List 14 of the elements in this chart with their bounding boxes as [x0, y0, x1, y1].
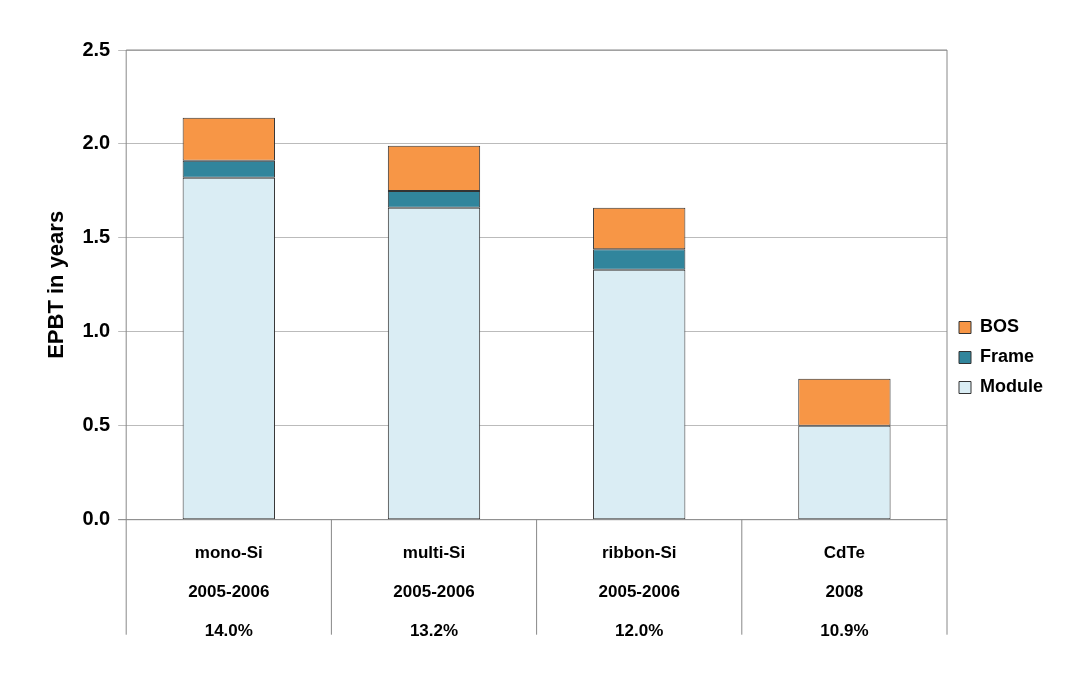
y-tick-label: 0.0: [82, 507, 111, 530]
legend-label: Frame: [980, 346, 1035, 367]
y-tick-label: 2.5: [82, 37, 111, 60]
y-axis-title: EPBT in years: [43, 210, 69, 359]
x-tick-label: CdTe 2008 10.9%: [820, 542, 869, 641]
x-tick-label: mono-Si 2005-2006 14.0%: [188, 542, 270, 641]
legend-label: Module: [980, 376, 1044, 397]
legend-label: BOS: [980, 316, 1020, 337]
y-tick-label: 2.0: [82, 131, 111, 154]
x-tick-label: multi-Si 2005-2006 13.2%: [393, 542, 475, 641]
x-tick-label: ribbon-Si 2005-2006 12.0%: [598, 542, 680, 641]
y-tick-label: 0.5: [82, 413, 111, 436]
y-tick-label: 1.5: [82, 225, 111, 248]
y-tick-label: 1.0: [82, 319, 111, 342]
